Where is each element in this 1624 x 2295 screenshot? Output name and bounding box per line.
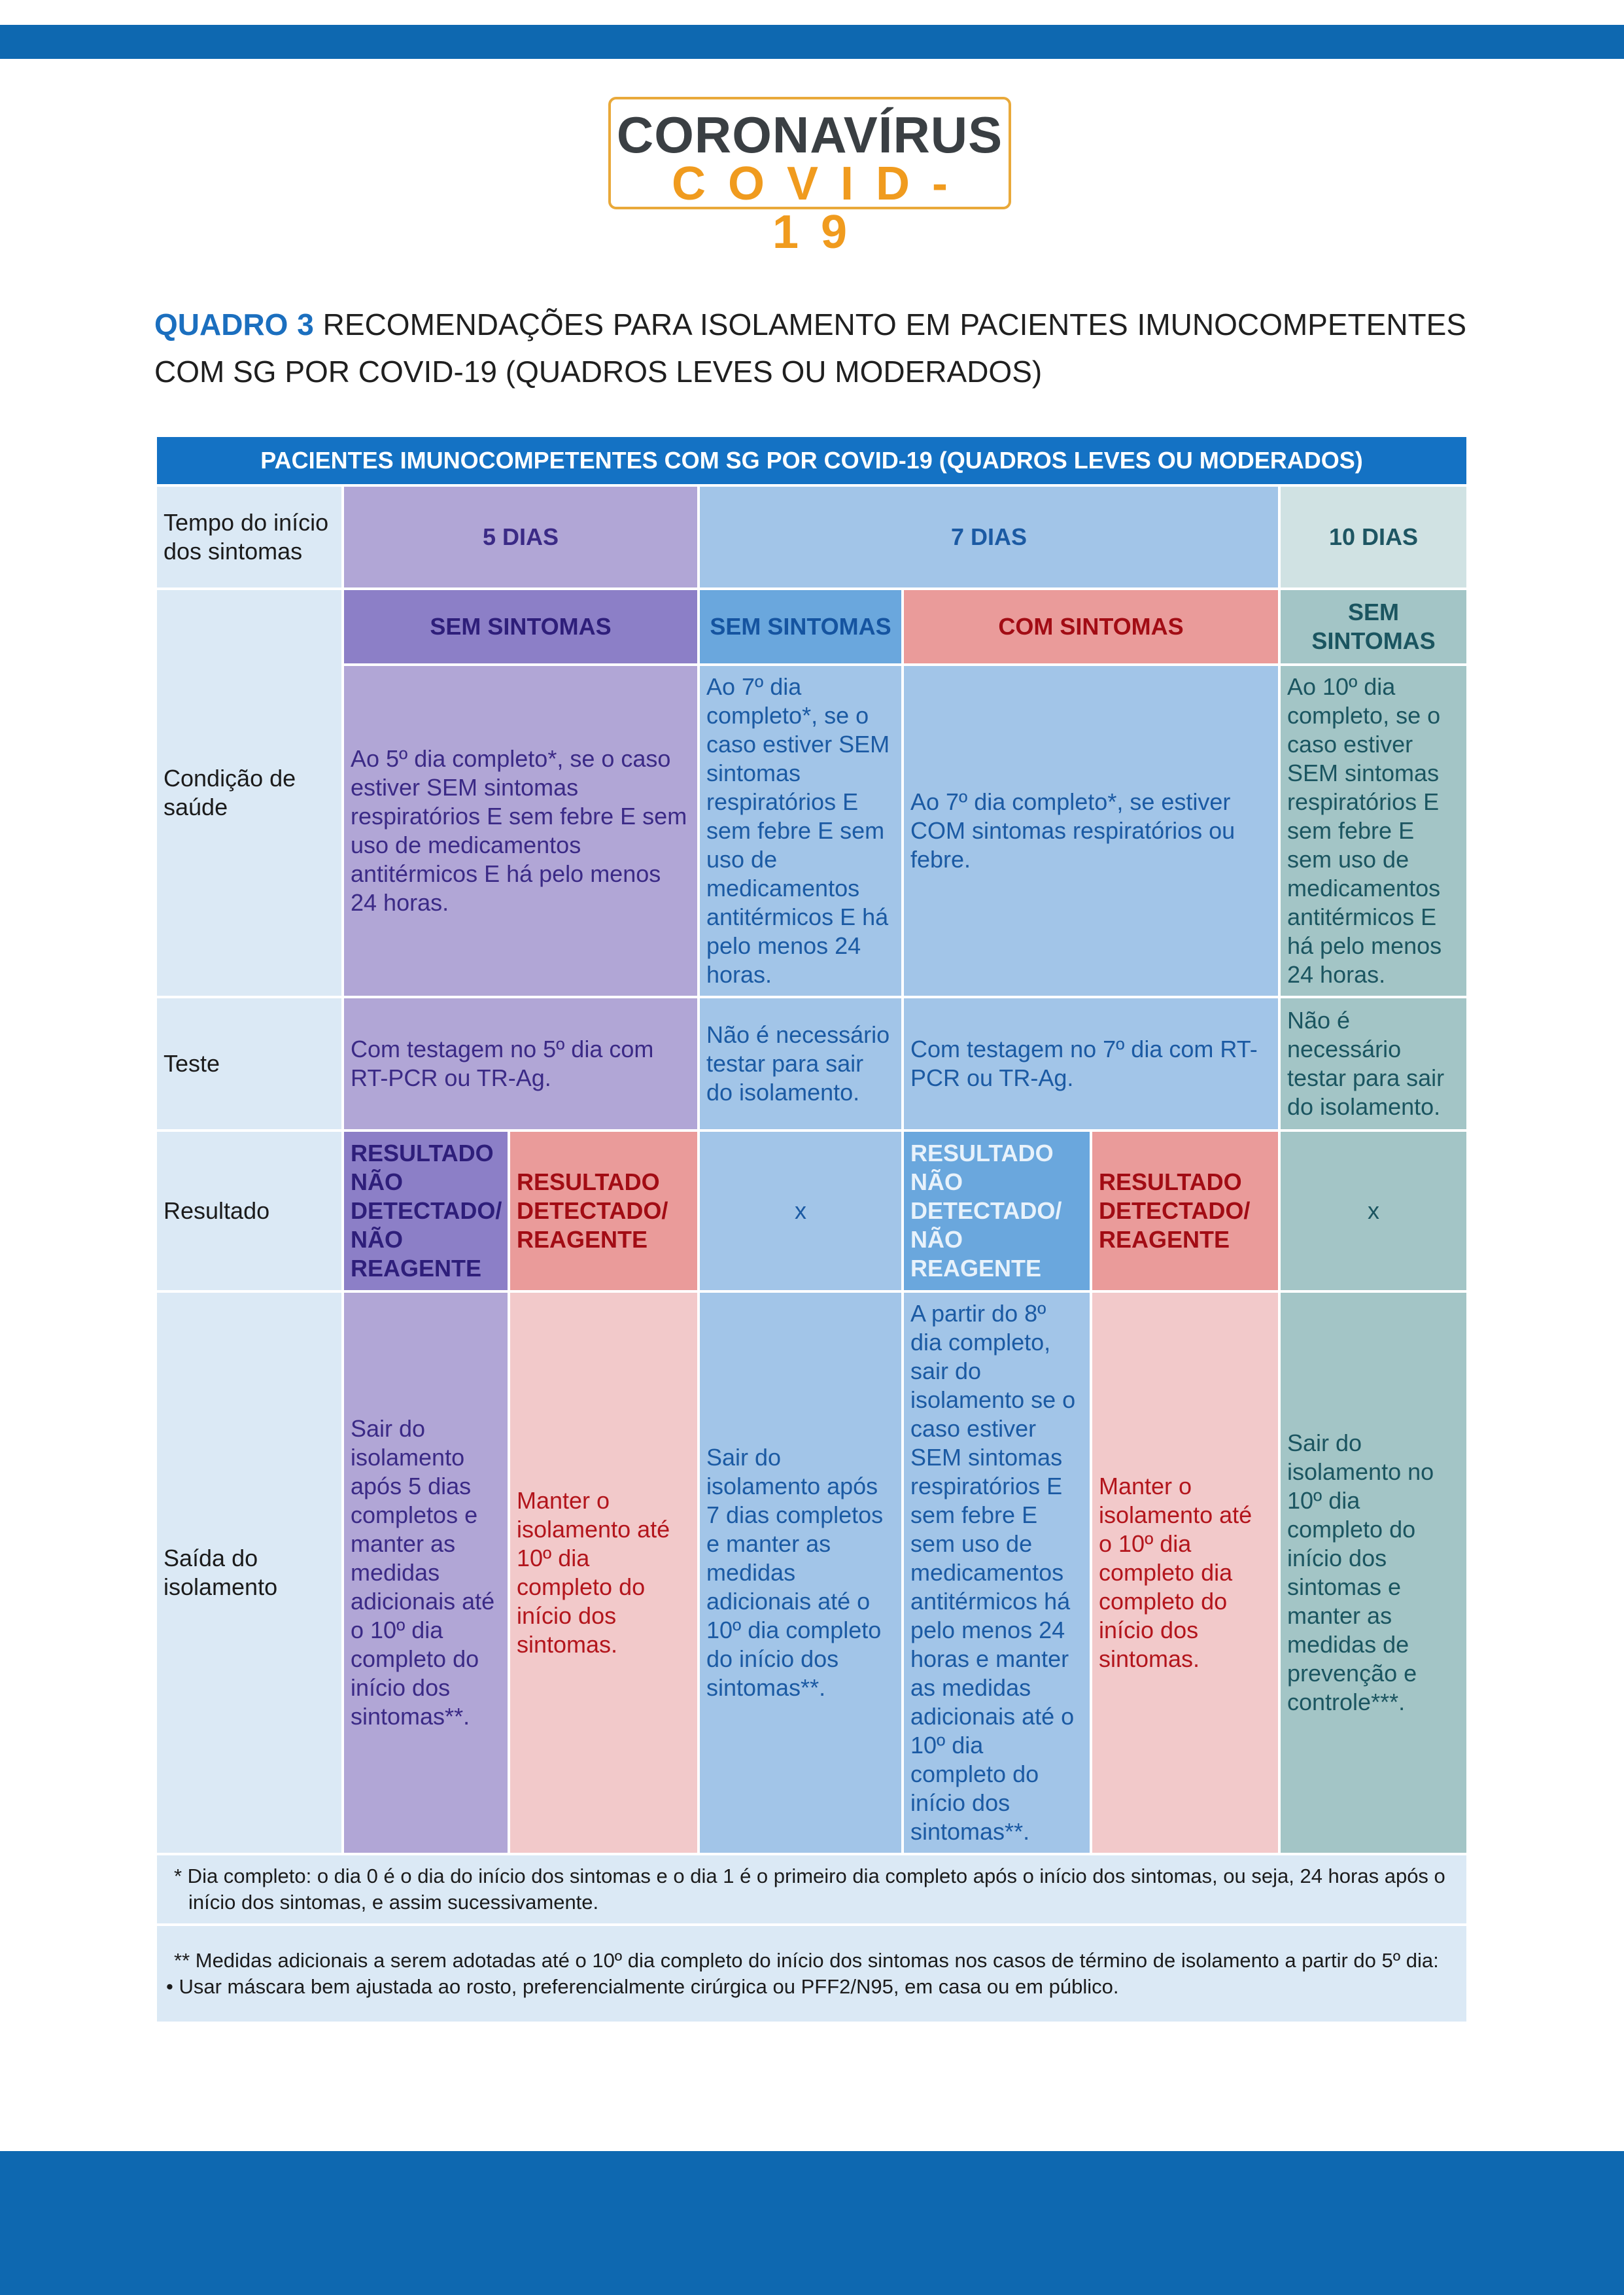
test-10-dias: Não é necessário testar para sair do iso… (1277, 996, 1470, 1132)
result-5-nao-detectado: RESULTADO NÃO DETECTADO/ NÃO REAGENTE (341, 1129, 510, 1293)
period-7-dias: 7 DIAS (697, 484, 1281, 590)
test-5-dias: Com testagem no 5º dia com RT-PCR ou TR-… (341, 996, 700, 1132)
result-10-x: x (1277, 1129, 1470, 1293)
table-header: PACIENTES IMUNOCOMPETENTES COM SG POR CO… (154, 434, 1470, 487)
row-label-teste: Teste (154, 996, 344, 1132)
row-label-resultado: Resultado (154, 1129, 344, 1293)
logo-line-2: COVID-19 (672, 158, 970, 258)
symptoms-5-sem: SEM SINTOMAS (341, 587, 700, 666)
test-7-sem: Não é necessário testar para sair do iso… (697, 996, 904, 1132)
exit-7-nao-detectado: A partir do 8º dia completo, sair do iso… (901, 1290, 1092, 1855)
exit-7-sem: Sair do isolamento após 7 dias completos… (697, 1290, 904, 1855)
title-text: RECOMENDAÇÕES PARA ISOLAMENTO EM PACIENT… (154, 307, 1466, 389)
condition-7-sem: Ao 7º dia completo*, se o caso estiver S… (697, 663, 904, 998)
row-label-tempo: Tempo do início dos sintomas (154, 484, 344, 590)
condition-5-dias: Ao 5º dia completo*, se o caso estiver S… (341, 663, 700, 998)
row-label-condicao: Condição de saúde (154, 587, 344, 998)
row-label-saida: Saída do isolamento (154, 1290, 344, 1855)
period-5-dias: 5 DIAS (341, 484, 700, 590)
footnote-medidas: ** Medidas adicionais a serem adotadas a… (154, 1923, 1470, 2024)
test-7-com: Com testagem no 7º dia com RT-PCR ou TR-… (901, 996, 1281, 1132)
title-code: QUADRO 3 (154, 307, 314, 342)
condition-7-com: Ao 7º dia completo*, se estiver COM sint… (901, 663, 1281, 998)
condition-10-dias: Ao 10º dia completo, se o caso estiver S… (1277, 663, 1470, 998)
exit-5-nao-detectado: Sair do isolamento após 5 dias completos… (341, 1290, 510, 1855)
result-7-detectado: RESULTADO DETECTADO/ REAGENTE (1090, 1129, 1281, 1293)
isolation-recommendations-table: PACIENTES IMUNOCOMPETENTES COM SG POR CO… (154, 434, 1470, 2024)
page-title: QUADRO 3 RECOMENDAÇÕES PARA ISOLAMENTO E… (154, 301, 1466, 395)
result-7-nao-detectado: RESULTADO NÃO DETECTADO/ NÃO REAGENTE (901, 1129, 1092, 1293)
result-7-sem-x: x (697, 1129, 904, 1293)
exit-7-detectado: Manter o isolamento até o 10º dia comple… (1090, 1290, 1281, 1855)
logo-line-1: CORONAVÍRUS (616, 106, 1003, 164)
bottom-banner-bar (0, 2151, 1624, 2295)
top-banner-bar (0, 25, 1624, 59)
period-10-dias: 10 DIAS (1277, 484, 1470, 590)
footnote-2: ** Medidas adicionais a serem adotadas a… (174, 1949, 1439, 1972)
footnote-3: • Usar máscara bem ajustada ao rosto, pr… (166, 1975, 1119, 1998)
exit-5-detectado: Manter o isolamento até 10º dia completo… (508, 1290, 700, 1855)
footnote-dia-completo: * Dia completo: o dia 0 é o dia do iníci… (154, 1853, 1470, 1926)
symptoms-10-sem: SEM SINTOMAS (1277, 587, 1470, 666)
exit-10-dias: Sair do isolamento no 10º dia completo d… (1277, 1290, 1470, 1855)
result-5-detectado: RESULTADO DETECTADO/ REAGENTE (508, 1129, 700, 1293)
footnote-1: * Dia completo: o dia 0 é o dia do iníci… (174, 1865, 1445, 1914)
coronavirus-covid19-logo: CORONAVÍRUS COVID-19 (608, 97, 1011, 256)
symptoms-7-sem: SEM SINTOMAS (697, 587, 904, 666)
symptoms-7-com: COM SINTOMAS (901, 587, 1281, 666)
